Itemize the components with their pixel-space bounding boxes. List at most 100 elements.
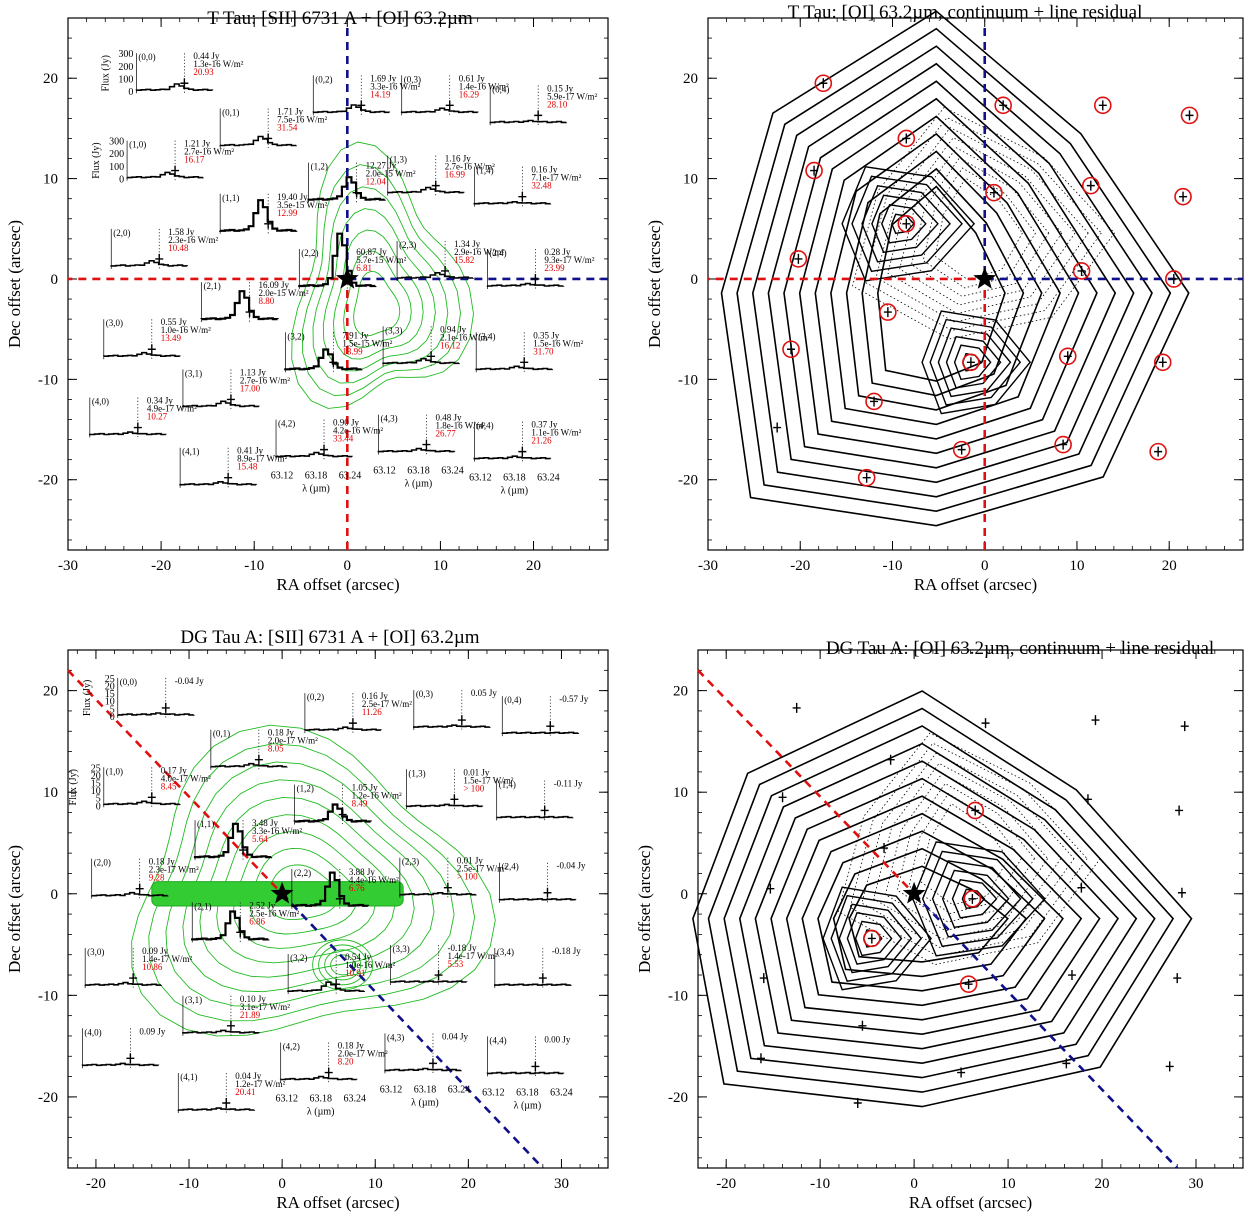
inset-flux: 0.15 Jy [547, 83, 574, 93]
inset-spectrum-trace [81, 1062, 160, 1067]
oi-contour-line [736, 27, 1172, 513]
oi-peak-contour [822, 886, 933, 991]
y-tick-label: -10 [38, 372, 58, 388]
redshifted-jet-axis [67, 669, 284, 895]
inset-spaxel-id: (4,4) [489, 1035, 506, 1045]
inset-spectrum: (0,4) -0.57 Jy [501, 694, 589, 737]
inset-flux: 0.18 Jy [268, 728, 295, 738]
panel-title: T Tau: [OI] 63.2µm, continuum + line res… [788, 2, 1143, 23]
inset-wave-label: λ (µm) [411, 1097, 439, 1108]
inset-flux: 7.91 Jy [342, 330, 369, 340]
detection-circle-marker [789, 250, 808, 268]
spaxel-center-marker [531, 273, 540, 284]
inset-flux: 1.69 Jy [370, 73, 397, 83]
inset-ratio: 10.86 [142, 962, 163, 972]
inset-wave-tick: 63.24 [339, 471, 362, 482]
x-tick-label: -20 [151, 558, 171, 574]
inset-integrated-flux: 8.9e-17 W/m² [237, 454, 287, 464]
inset-integrated-flux: 1.3e-16 W/m² [193, 59, 243, 69]
inset-ratio: 28.10 [547, 99, 568, 109]
inset-integrated-flux: 4.0e-17 W/m² [161, 773, 211, 783]
x-tick-label: 0 [981, 558, 989, 574]
inset-spectrum-trace [384, 1067, 462, 1072]
inset-ratio: 21.89 [240, 1010, 261, 1020]
inset-spaxel-id: (2,3) [399, 240, 416, 250]
inset-spectrum-trace [486, 282, 565, 287]
detection-circle-marker [805, 161, 823, 180]
detection-circle-marker [1058, 347, 1077, 366]
spaxel-center-marker [431, 180, 440, 191]
oi-contour-line [738, 742, 1138, 1065]
inset-spectrum: (2,2) 3.88 Jy4.4e-16 W/m²6.76 [290, 867, 399, 909]
inset-spectrum-trace [389, 980, 468, 983]
inset-flux: 1.34 Jy [454, 239, 481, 249]
inset-integrated-flux: 4.4e-16 W/m² [349, 875, 399, 885]
inset-spectrum: (1,4) -0.11 Jy [495, 778, 583, 821]
inset-spectrum-trace [399, 892, 477, 896]
inset-spectrum-trace [501, 731, 580, 734]
y-tick-label: -20 [678, 473, 698, 489]
inset-spaxel-id: (3,0) [106, 318, 123, 328]
inset-integrated-flux: 2.5e-17 W/m² [362, 699, 412, 709]
inset-flux: -0.11 Jy [554, 778, 583, 788]
spaxel-center-marker [538, 973, 547, 984]
inset-spectrum-trace [307, 176, 386, 201]
inset-ratio: 21.26 [531, 436, 552, 446]
inset-integrated-flux: 5.7e-15 W/m² [356, 255, 406, 265]
inset-flux: 0.10 Jy [240, 994, 267, 1004]
y-tick-label: -10 [678, 372, 698, 388]
x-tick-label: 0 [344, 558, 352, 574]
inset-flux-tick: 20 [105, 681, 115, 692]
inset-spectrum-trace [293, 803, 372, 823]
spaxel-center-marker [862, 472, 871, 483]
inset-wave-label: λ (µm) [405, 479, 433, 490]
y-tick-label: 20 [43, 71, 58, 87]
inset-integrated-flux: 4.2e-16 W/m² [333, 426, 383, 436]
inset-spectrum-trace [89, 431, 167, 436]
inset-spaxel-id: (1,4) [499, 779, 516, 789]
inset-flux: 2.52 Jy [249, 900, 276, 910]
oi-residual-contour [896, 782, 1035, 923]
y-axis-label: Dec offset (arcsec) [645, 220, 664, 348]
spaxel-center-marker [1177, 887, 1186, 898]
spaxel-center-marker [880, 843, 889, 854]
inset-integrated-flux: 1.4e-17 W/m² [448, 951, 498, 961]
inset-spaxel-id: (2,4) [501, 862, 518, 872]
inset-spectrum: (4,2) 0.18 Jy2.0e-17 W/m²8.20 [279, 1041, 388, 1083]
inset-spaxel-id: (2,1) [194, 901, 211, 911]
inset-wave-tick: 63.24 [550, 1087, 573, 1098]
spaxel-center-marker [155, 253, 164, 264]
spaxel-center-marker [853, 1098, 862, 1108]
inset-integrated-flux: 1.5e-15 W/m² [342, 338, 392, 348]
detection-circle-marker [814, 74, 833, 93]
spaxel-center-marker [441, 265, 450, 276]
detection-circle-marker [1165, 270, 1183, 288]
inset-flux: 1.71 Jy [277, 106, 304, 116]
inset-spectrum-trace [486, 1071, 565, 1075]
inset-integrated-flux: 2.0e-15 W/m² [366, 169, 416, 179]
detection-circle-marker [865, 392, 883, 411]
sii-knot-contour [324, 949, 362, 981]
inset-wave-tick: 63.24 [441, 466, 464, 477]
inset-integrated-flux: 2.5e-16 W/m² [249, 908, 299, 918]
spaxel-center-marker [245, 307, 254, 318]
inset-ratio: 9.28 [149, 873, 165, 883]
oi-contour-line [798, 97, 1098, 455]
inset-flux-tick: 100 [118, 75, 133, 86]
blueshifted-jet-axis [281, 892, 544, 1169]
x-axis-label: RA offset (arcsec) [276, 1193, 399, 1212]
spaxel-center-marker [1154, 446, 1163, 457]
oi-peak-contour [945, 335, 1002, 389]
inset-spaxel-id: (2,1) [204, 281, 221, 291]
x-tick-label: 10 [1069, 558, 1084, 574]
inset-flux-tick: 0 [119, 175, 124, 186]
inset-integrated-flux: 4.9e-17 W/m² [147, 404, 197, 414]
inset-spectrum-trace [284, 348, 363, 371]
inset-flux-tick: 25 [91, 763, 101, 774]
inset-spaxel-id: (1,0) [129, 140, 146, 150]
inset-spectrum: (3,3) -0.18 Jy1.4e-17 W/m²5.53 [389, 943, 498, 986]
inset-ratio: 8.49 [352, 799, 368, 809]
detection-circle-marker [962, 353, 980, 372]
inset-ratio: 5.64 [252, 834, 268, 844]
